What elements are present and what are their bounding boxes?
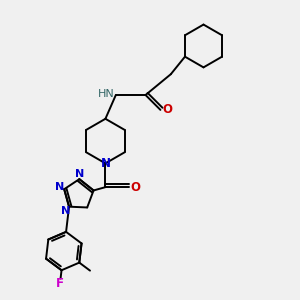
Text: HN: HN	[98, 88, 115, 98]
Text: F: F	[56, 277, 64, 290]
Text: N: N	[101, 158, 111, 170]
Text: N: N	[55, 182, 64, 192]
Text: O: O	[131, 181, 141, 194]
Text: O: O	[162, 103, 172, 116]
Text: N: N	[75, 169, 84, 179]
Text: N: N	[61, 206, 70, 216]
